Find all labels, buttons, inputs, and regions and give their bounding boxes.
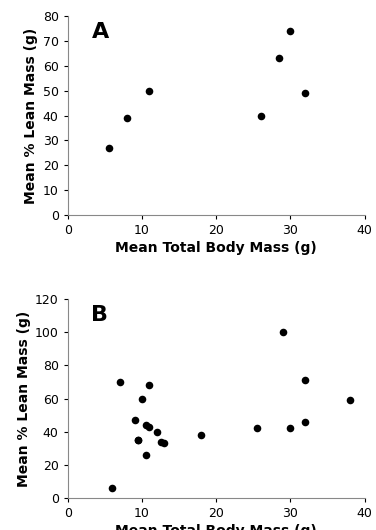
Point	[117, 378, 123, 386]
Y-axis label: Mean % Lean Mass (g): Mean % Lean Mass (g)	[17, 311, 30, 487]
Point	[302, 418, 308, 426]
Point	[106, 144, 112, 152]
Point	[287, 424, 293, 432]
Point	[254, 424, 260, 432]
X-axis label: Mean Total Body Mass (g): Mean Total Body Mass (g)	[115, 524, 317, 530]
Point	[135, 436, 141, 444]
Point	[347, 396, 353, 404]
Point	[161, 439, 167, 448]
Point	[143, 421, 149, 429]
Point	[146, 86, 152, 95]
Point	[302, 89, 308, 98]
Point	[280, 328, 286, 337]
Point	[154, 428, 160, 436]
Point	[135, 436, 141, 444]
Point	[109, 484, 115, 492]
Point	[146, 381, 152, 390]
Point	[139, 394, 145, 403]
Text: A: A	[91, 22, 109, 42]
Point	[302, 376, 308, 385]
Point	[146, 422, 152, 431]
Point	[132, 416, 138, 425]
Point	[124, 114, 130, 122]
Point	[143, 451, 149, 460]
Text: B: B	[91, 305, 108, 325]
Point	[258, 111, 264, 120]
Y-axis label: Mean % Lean Mass (g): Mean % Lean Mass (g)	[24, 28, 38, 204]
X-axis label: Mean Total Body Mass (g): Mean Total Body Mass (g)	[115, 241, 317, 255]
Point	[276, 54, 282, 63]
Point	[198, 431, 204, 439]
Point	[158, 437, 164, 446]
Point	[287, 26, 293, 35]
